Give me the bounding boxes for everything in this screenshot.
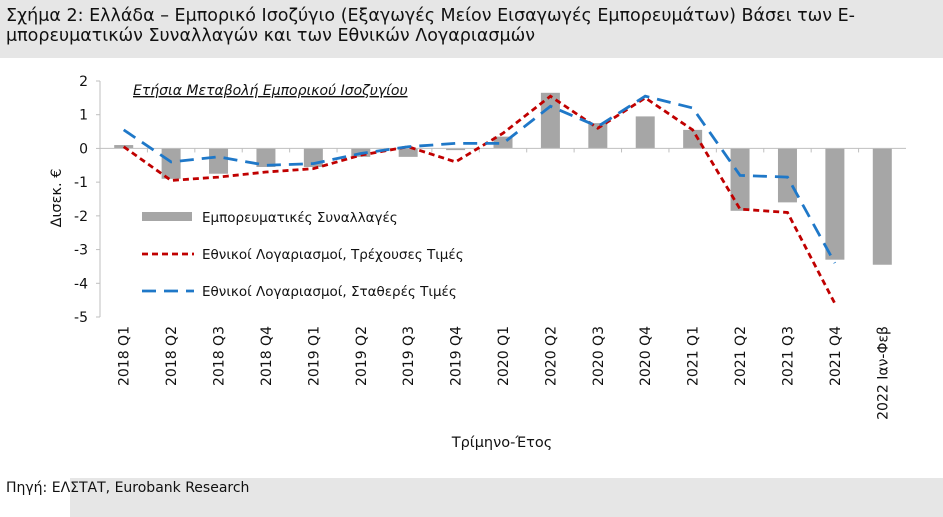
- y-tick-label: 0: [79, 141, 88, 157]
- y-tick-label: -2: [74, 209, 88, 225]
- x-tick-label: 2019 Q1: [306, 326, 322, 386]
- bar-2022: [872, 148, 892, 265]
- bar-2020-q4: [635, 116, 655, 149]
- bar-2021-q2: [730, 148, 750, 211]
- bar-2018-q2: [161, 148, 181, 179]
- y-tick-label: -1: [74, 175, 88, 191]
- legend-swatch-bar: [142, 212, 192, 221]
- x-tick-label: 2021 Q2: [733, 326, 749, 386]
- legend-entry: Εμπορευματικές Συναλλαγές: [202, 210, 398, 226]
- bar-2018-q1: [114, 145, 134, 149]
- x-tick-labels: 2018 Q1 2018 Q2 2018 Q3 2018 Q4 2019 Q1 2019 …: [99, 148, 891, 420]
- x-tick-label: 2020 Q4: [638, 326, 654, 386]
- figure-title-line1: Σχήμα 2: Ελλάδα – Εμπορικό Ισοζύγιο (Εξα…: [6, 6, 855, 26]
- x-tick-label: 2019 Q4: [449, 326, 465, 386]
- y-tick-label: 2: [79, 74, 88, 90]
- source-band: [70, 478, 943, 517]
- legend-entry: Εθνικοί Λογαριασμοί, Σταθερές Τιμές: [202, 284, 457, 300]
- figure-title-line2: μπορευματικών Συναλλαγών και των Εθνικών…: [6, 26, 536, 46]
- x-tick-label: 2021 Q4: [828, 326, 844, 386]
- bar-2021-q1: [683, 129, 703, 149]
- x-tick-label: 2018 Q2: [164, 326, 180, 386]
- x-tick-label: 2019 Q2: [354, 326, 370, 386]
- figure-title: Σχήμα 2: Ελλάδα – Εμπορικό Ισοζύγιο (Εξα…: [6, 6, 936, 46]
- bar-2020-q2: [540, 92, 560, 149]
- x-tick-label: 2020 Q2: [543, 326, 559, 386]
- x-tick-label: 2018 Q1: [117, 326, 133, 386]
- left-margin: [0, 58, 70, 517]
- y-tick-label: -3: [74, 243, 88, 259]
- bar-2018-q3: [209, 148, 229, 174]
- x-tick-label: 2018 Q3: [212, 326, 228, 386]
- legend-entry: Εθνικοί Λογαριασμοί, Τρέχουσες Τιμές: [202, 247, 464, 263]
- x-tick-label: 2021 Q3: [780, 326, 796, 386]
- line-current-prices: [122, 94, 837, 305]
- x-axis-title: Τρίμηνο-Έτος: [451, 435, 553, 451]
- bar-2020-q1: [493, 136, 513, 149]
- line-constant-prices: [122, 94, 837, 264]
- source-note: Πηγή: ΕΛΣΤΑΤ, Eurobank Research: [6, 480, 250, 496]
- x-tick-label: 2022 Ιαν-Φεβ: [875, 326, 891, 420]
- y-tick-label: -5: [74, 310, 88, 326]
- bar-2020-q3: [588, 123, 608, 149]
- y-tick-label: -4: [74, 276, 88, 292]
- x-tick-label: 2020 Q1: [496, 326, 512, 386]
- y-tick-labels: 2 1 0 -1 -2 -3 -4 -5: [74, 74, 100, 326]
- chart-background: [70, 58, 943, 478]
- line-series: [122, 94, 837, 305]
- chart-annotation: Ετήσια Μεταβολή Εμπορικού Ισοζυγίου: [133, 83, 408, 99]
- x-tick-label: 2021 Q1: [686, 326, 702, 386]
- bar-2021-q3: [777, 148, 797, 203]
- x-tick-label: 2019 Q3: [401, 326, 417, 386]
- y-axis-title: Δισεκ. €: [49, 169, 65, 228]
- x-tick-label: 2018 Q4: [259, 326, 275, 386]
- legend: Εμπορευματικές Συναλλαγές Εθνικοί Λογαρια…: [142, 210, 464, 300]
- bar-2019-q3: [398, 148, 418, 157]
- x-tick-label: 2020 Q3: [591, 326, 607, 386]
- bar-2018-q4: [256, 148, 276, 167]
- title-band: [0, 0, 943, 58]
- bar-series: [114, 92, 892, 265]
- y-tick-label: 1: [79, 108, 88, 124]
- bar-2021-q4: [825, 148, 845, 260]
- bar-2019-q4: [446, 148, 466, 151]
